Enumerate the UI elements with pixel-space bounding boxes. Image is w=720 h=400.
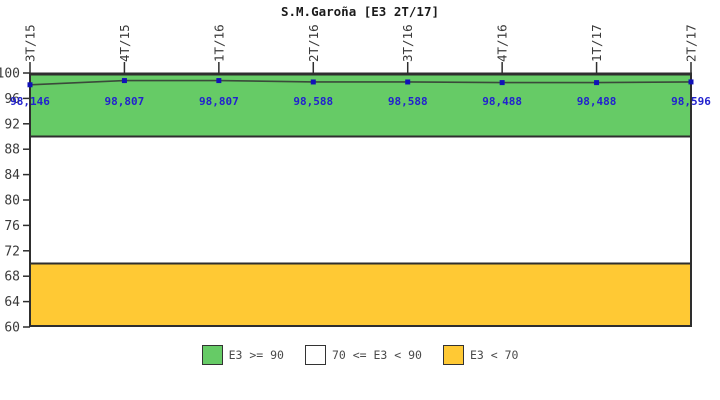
data-point bbox=[27, 82, 33, 88]
data-point bbox=[499, 80, 505, 86]
legend-swatch bbox=[201, 345, 223, 365]
y-tick-label: 88 bbox=[4, 143, 20, 158]
legend-label: E3 >= 90 bbox=[228, 348, 284, 362]
legend-label: 70 <= E3 < 90 bbox=[331, 348, 422, 362]
chart-title: S.M.Garoña [E3 2T/17] bbox=[281, 4, 439, 19]
y-tick-label: 100 bbox=[0, 67, 20, 82]
data-point bbox=[594, 80, 600, 86]
data-point-label: 98,807 bbox=[199, 95, 239, 108]
x-tick-label: 1T/17 bbox=[589, 24, 604, 62]
y-tick-label: 64 bbox=[4, 295, 20, 310]
data-point bbox=[405, 79, 411, 85]
x-tick-label: 3T/15 bbox=[23, 24, 38, 62]
data-point-label: 98,488 bbox=[482, 95, 522, 108]
y-tick-label: 84 bbox=[4, 168, 20, 183]
x-tick-label: 2T/16 bbox=[306, 24, 321, 62]
data-point-label: 98,488 bbox=[577, 95, 617, 108]
y-tick-label: 92 bbox=[4, 117, 20, 132]
y-tick-label: 72 bbox=[4, 244, 20, 259]
data-point bbox=[121, 78, 127, 84]
x-tick-label: 3T/16 bbox=[400, 24, 415, 62]
legend-label: E3 < 70 bbox=[469, 348, 519, 362]
y-tick-label: 76 bbox=[4, 219, 20, 234]
data-point-label: 98,807 bbox=[105, 95, 145, 108]
x-tick-label: 4T/15 bbox=[117, 24, 132, 62]
y-tick-label: 96 bbox=[4, 92, 20, 107]
data-point bbox=[688, 79, 694, 85]
chart-legend: E3 >= 90 70 <= E3 < 90 E3 < 70 bbox=[0, 345, 720, 365]
series-line bbox=[29, 79, 692, 86]
threshold-band-0 bbox=[30, 73, 691, 137]
legend-swatch bbox=[304, 345, 326, 365]
y-tick-label: 60 bbox=[4, 321, 20, 336]
data-point bbox=[310, 79, 316, 85]
x-tick-label: 2T/17 bbox=[684, 24, 699, 62]
data-point-label: 98,146 bbox=[10, 95, 50, 108]
x-tick-label: 1T/16 bbox=[211, 24, 226, 62]
data-point bbox=[216, 78, 222, 84]
x-tick-label: 4T/16 bbox=[495, 24, 510, 62]
y-tick-label: 68 bbox=[4, 270, 20, 285]
data-point-label: 98,588 bbox=[388, 95, 428, 108]
legend-swatch bbox=[442, 345, 464, 365]
legend-item: E3 >= 90 bbox=[201, 345, 284, 365]
threshold-band-1 bbox=[30, 136, 691, 264]
legend-item: 70 <= E3 < 90 bbox=[304, 345, 422, 365]
threshold-band-2 bbox=[30, 263, 691, 327]
y-tick-label: 80 bbox=[4, 194, 20, 209]
data-point-label: 98,588 bbox=[293, 95, 333, 108]
data-point-label: 98,596 bbox=[671, 95, 711, 108]
legend-item: E3 < 70 bbox=[442, 345, 519, 365]
chart-plot: S.M.Garoña [E3 2T/17] 100 96 92 88 84 80 76 72 6… bbox=[0, 4, 711, 336]
